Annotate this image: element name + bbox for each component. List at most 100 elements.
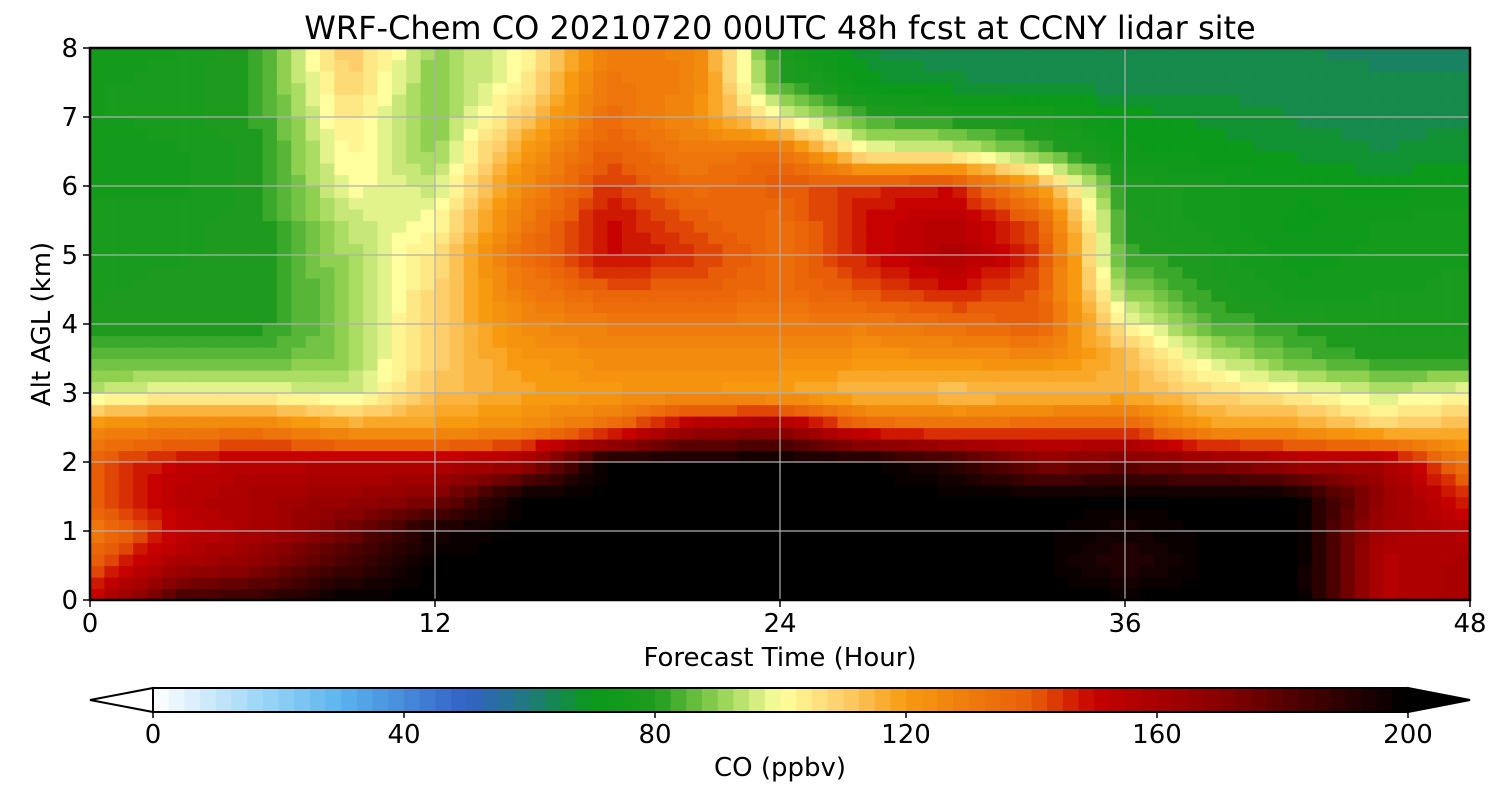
heatmap-cell: [334, 473, 350, 486]
heatmap-cell: [1369, 450, 1385, 463]
heatmap-cell: [909, 324, 925, 337]
heatmap-cell: [1412, 209, 1428, 222]
heatmap-cell: [1254, 416, 1270, 429]
heatmap-cell: [90, 485, 105, 498]
heatmap-cell: [1340, 71, 1356, 84]
heatmap-cell: [808, 151, 824, 164]
heatmap-cell: [535, 243, 551, 256]
colorbar-band: [796, 688, 813, 712]
heatmap-cell: [952, 358, 968, 371]
heatmap-cell: [291, 71, 307, 84]
heatmap-cell: [679, 289, 695, 302]
heatmap-cell: [952, 393, 968, 406]
heatmap-cell: [981, 312, 997, 325]
heatmap-cell: [794, 105, 810, 118]
heatmap-cell: [895, 82, 910, 95]
heatmap-cell: [291, 531, 307, 544]
heatmap-cell: [492, 163, 508, 176]
heatmap-cell: [219, 439, 235, 452]
heatmap-cell: [621, 439, 637, 452]
heatmap-cell: [621, 266, 637, 279]
heatmap-cell: [1355, 531, 1370, 544]
heatmap-cell: [219, 289, 235, 302]
heatmap-cell: [693, 301, 709, 314]
heatmap-cell: [636, 519, 652, 532]
heatmap-cell: [420, 519, 436, 532]
heatmap-cell: [1110, 59, 1126, 72]
heatmap-cell: [233, 427, 249, 440]
heatmap-cell: [1340, 163, 1356, 176]
heatmap-cell: [377, 347, 393, 360]
heatmap-cell: [161, 94, 177, 107]
heatmap-cell: [1125, 289, 1140, 302]
heatmap-cell: [133, 289, 149, 302]
heatmap-cell: [621, 220, 637, 233]
heatmap-cell: [449, 82, 465, 95]
heatmap-cell: [909, 255, 925, 268]
heatmap-cell: [1297, 48, 1313, 61]
heatmap-cell: [1240, 151, 1255, 164]
heatmap-cell: [1283, 140, 1299, 153]
heatmap-cell: [420, 71, 436, 84]
heatmap-cell: [176, 485, 192, 498]
heatmap-cell: [1196, 163, 1212, 176]
heatmap-cell: [1426, 209, 1442, 222]
heatmap-cell: [118, 197, 134, 210]
heatmap-cell: [406, 485, 422, 498]
heatmap-cell: [1297, 496, 1313, 509]
heatmap-cell: [823, 301, 839, 314]
heatmap-cell: [851, 209, 867, 222]
heatmap-cell: [794, 462, 810, 475]
heatmap-cell: [1168, 197, 1184, 210]
heatmap-cell: [305, 324, 321, 337]
heatmap-cell: [851, 140, 867, 153]
heatmap-cell: [90, 519, 105, 532]
heatmap-cell: [262, 140, 278, 153]
heatmap-cell: [521, 59, 537, 72]
heatmap-cell: [1383, 347, 1399, 360]
heatmap-cell: [1110, 404, 1126, 417]
heatmap-cell: [492, 485, 508, 498]
heatmap-cell: [435, 128, 450, 141]
heatmap-cell: [751, 48, 767, 61]
heatmap-cell: [636, 301, 652, 314]
heatmap-cell: [607, 381, 623, 394]
heatmap-cell: [909, 347, 925, 360]
heatmap-cell: [1297, 128, 1313, 141]
heatmap-cell: [1139, 255, 1155, 268]
heatmap-cell: [190, 381, 206, 394]
heatmap-cell: [1096, 416, 1112, 429]
heatmap-cell: [1096, 531, 1112, 544]
colorbar-band: [294, 688, 311, 712]
heatmap-cell: [363, 71, 379, 84]
colorbar-band: [686, 688, 703, 712]
heatmap-cell: [722, 439, 738, 452]
heatmap-cell: [1139, 496, 1155, 509]
heatmap-cell: [435, 554, 450, 567]
heatmap-cell: [952, 289, 968, 302]
heatmap-cell: [1426, 105, 1442, 118]
heatmap-cell: [161, 312, 177, 325]
heatmap-cell: [1225, 312, 1241, 325]
heatmap-cell: [1254, 381, 1270, 394]
heatmap-cell: [1340, 174, 1356, 187]
heatmap-cell: [923, 565, 939, 578]
heatmap-cell: [751, 71, 767, 84]
heatmap-cell: [1369, 232, 1385, 245]
heatmap-cell: [866, 462, 882, 475]
heatmap-cell: [1412, 105, 1428, 118]
heatmap-cell: [161, 508, 177, 521]
heatmap-cell: [262, 508, 278, 521]
heatmap-cell: [147, 163, 163, 176]
heatmap-cell: [90, 243, 105, 256]
heatmap-cell: [722, 519, 738, 532]
heatmap-cell: [995, 82, 1011, 95]
heatmap-cell: [679, 71, 695, 84]
heatmap-cell: [176, 209, 192, 222]
heatmap-cell: [420, 266, 436, 279]
heatmap-cell: [363, 301, 379, 314]
colorbar-band: [529, 688, 546, 712]
heatmap-cell: [751, 174, 767, 187]
heatmap-cell: [1225, 519, 1241, 532]
heatmap-cell: [808, 59, 824, 72]
